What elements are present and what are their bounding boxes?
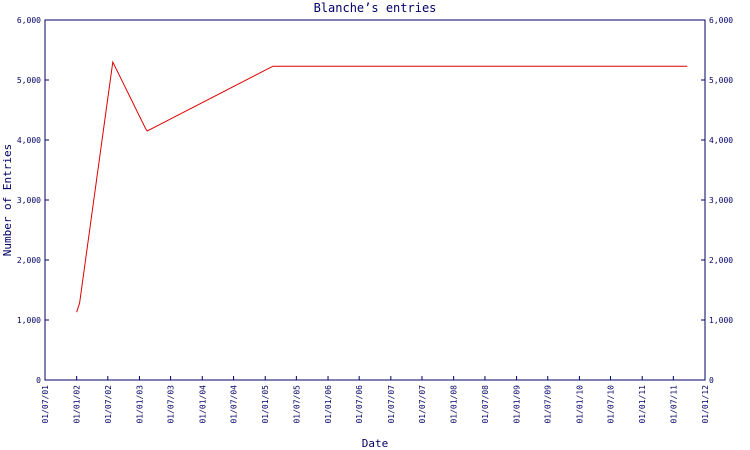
x-tick-label: 01/01/04	[198, 385, 207, 424]
x-tick-label: 01/01/03	[135, 385, 144, 424]
y-tick-label: 6,000	[17, 16, 41, 25]
y-tick-label: 4,000	[17, 136, 41, 145]
y2-tick-label: 1,000	[709, 316, 733, 325]
y-axis-label: Number of Entries	[1, 144, 14, 257]
x-tick-label: 01/07/07	[418, 385, 427, 424]
x-tick-label: 01/07/05	[292, 385, 301, 424]
x-tick-label: 01/07/04	[230, 385, 239, 424]
y2-tick-label: 3,000	[709, 196, 733, 205]
plot-frame	[44, 19, 706, 381]
y2-tick-label: 4,000	[709, 136, 733, 145]
x-tick-label: 01/01/10	[575, 385, 584, 424]
line-series	[76, 60, 688, 313]
x-tick-label: 01/01/05	[261, 385, 270, 424]
x-tick-label: 01/01/08	[450, 385, 459, 424]
y2-tick-label: 2,000	[709, 256, 733, 265]
x-tick-label: 01/07/10	[607, 385, 616, 424]
x-tick-label: 01/01/02	[73, 385, 82, 424]
x-tick-label: 01/07/01	[41, 385, 50, 424]
x-tick-label: 01/07/08	[481, 385, 490, 424]
chart-title: Blanche’s entries	[314, 1, 437, 15]
x-tick-label: 01/07/03	[167, 385, 176, 424]
x-tick-label: 01/01/09	[513, 385, 522, 424]
y2-tick-label: 0	[709, 376, 714, 385]
y-tick-label: 2,000	[17, 256, 41, 265]
y-tick-label: 1,000	[17, 316, 41, 325]
y-tick-label: 5,000	[17, 76, 41, 85]
x-tick-label: 01/01/12	[701, 385, 710, 424]
x-tick-label: 01/07/02	[104, 385, 113, 424]
y2-tick-label: 6,000	[709, 16, 733, 25]
y-tick-label: 3,000	[17, 196, 41, 205]
x-tick-label: 01/01/11	[638, 385, 647, 424]
x-tick-label: 01/01/06	[324, 385, 333, 424]
y-tick-label: 0	[36, 376, 41, 385]
x-tick-label: 01/07/07	[387, 385, 396, 424]
x-tick-label: 01/07/09	[544, 385, 553, 424]
x-tick-label: 01/07/11	[669, 385, 678, 424]
y2-tick-label: 5,000	[709, 76, 733, 85]
x-axis-label: Date	[362, 437, 389, 450]
x-tick-label: 01/07/06	[355, 385, 364, 424]
